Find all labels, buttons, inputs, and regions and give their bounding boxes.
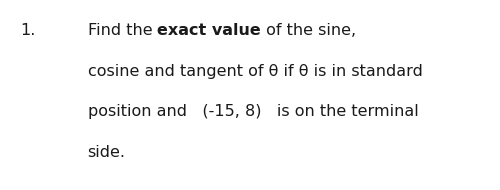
Text: position and   (-15, 8)   is on the terminal: position and (-15, 8) is on the terminal [88, 105, 418, 120]
Text: cosine and tangent of θ if θ is in standard: cosine and tangent of θ if θ is in stand… [88, 64, 422, 79]
Text: exact value: exact value [157, 23, 261, 38]
Text: Find the: Find the [88, 23, 157, 38]
Text: side.: side. [88, 145, 126, 160]
Text: 1.: 1. [20, 23, 36, 38]
Text: of the sine,: of the sine, [261, 23, 356, 38]
